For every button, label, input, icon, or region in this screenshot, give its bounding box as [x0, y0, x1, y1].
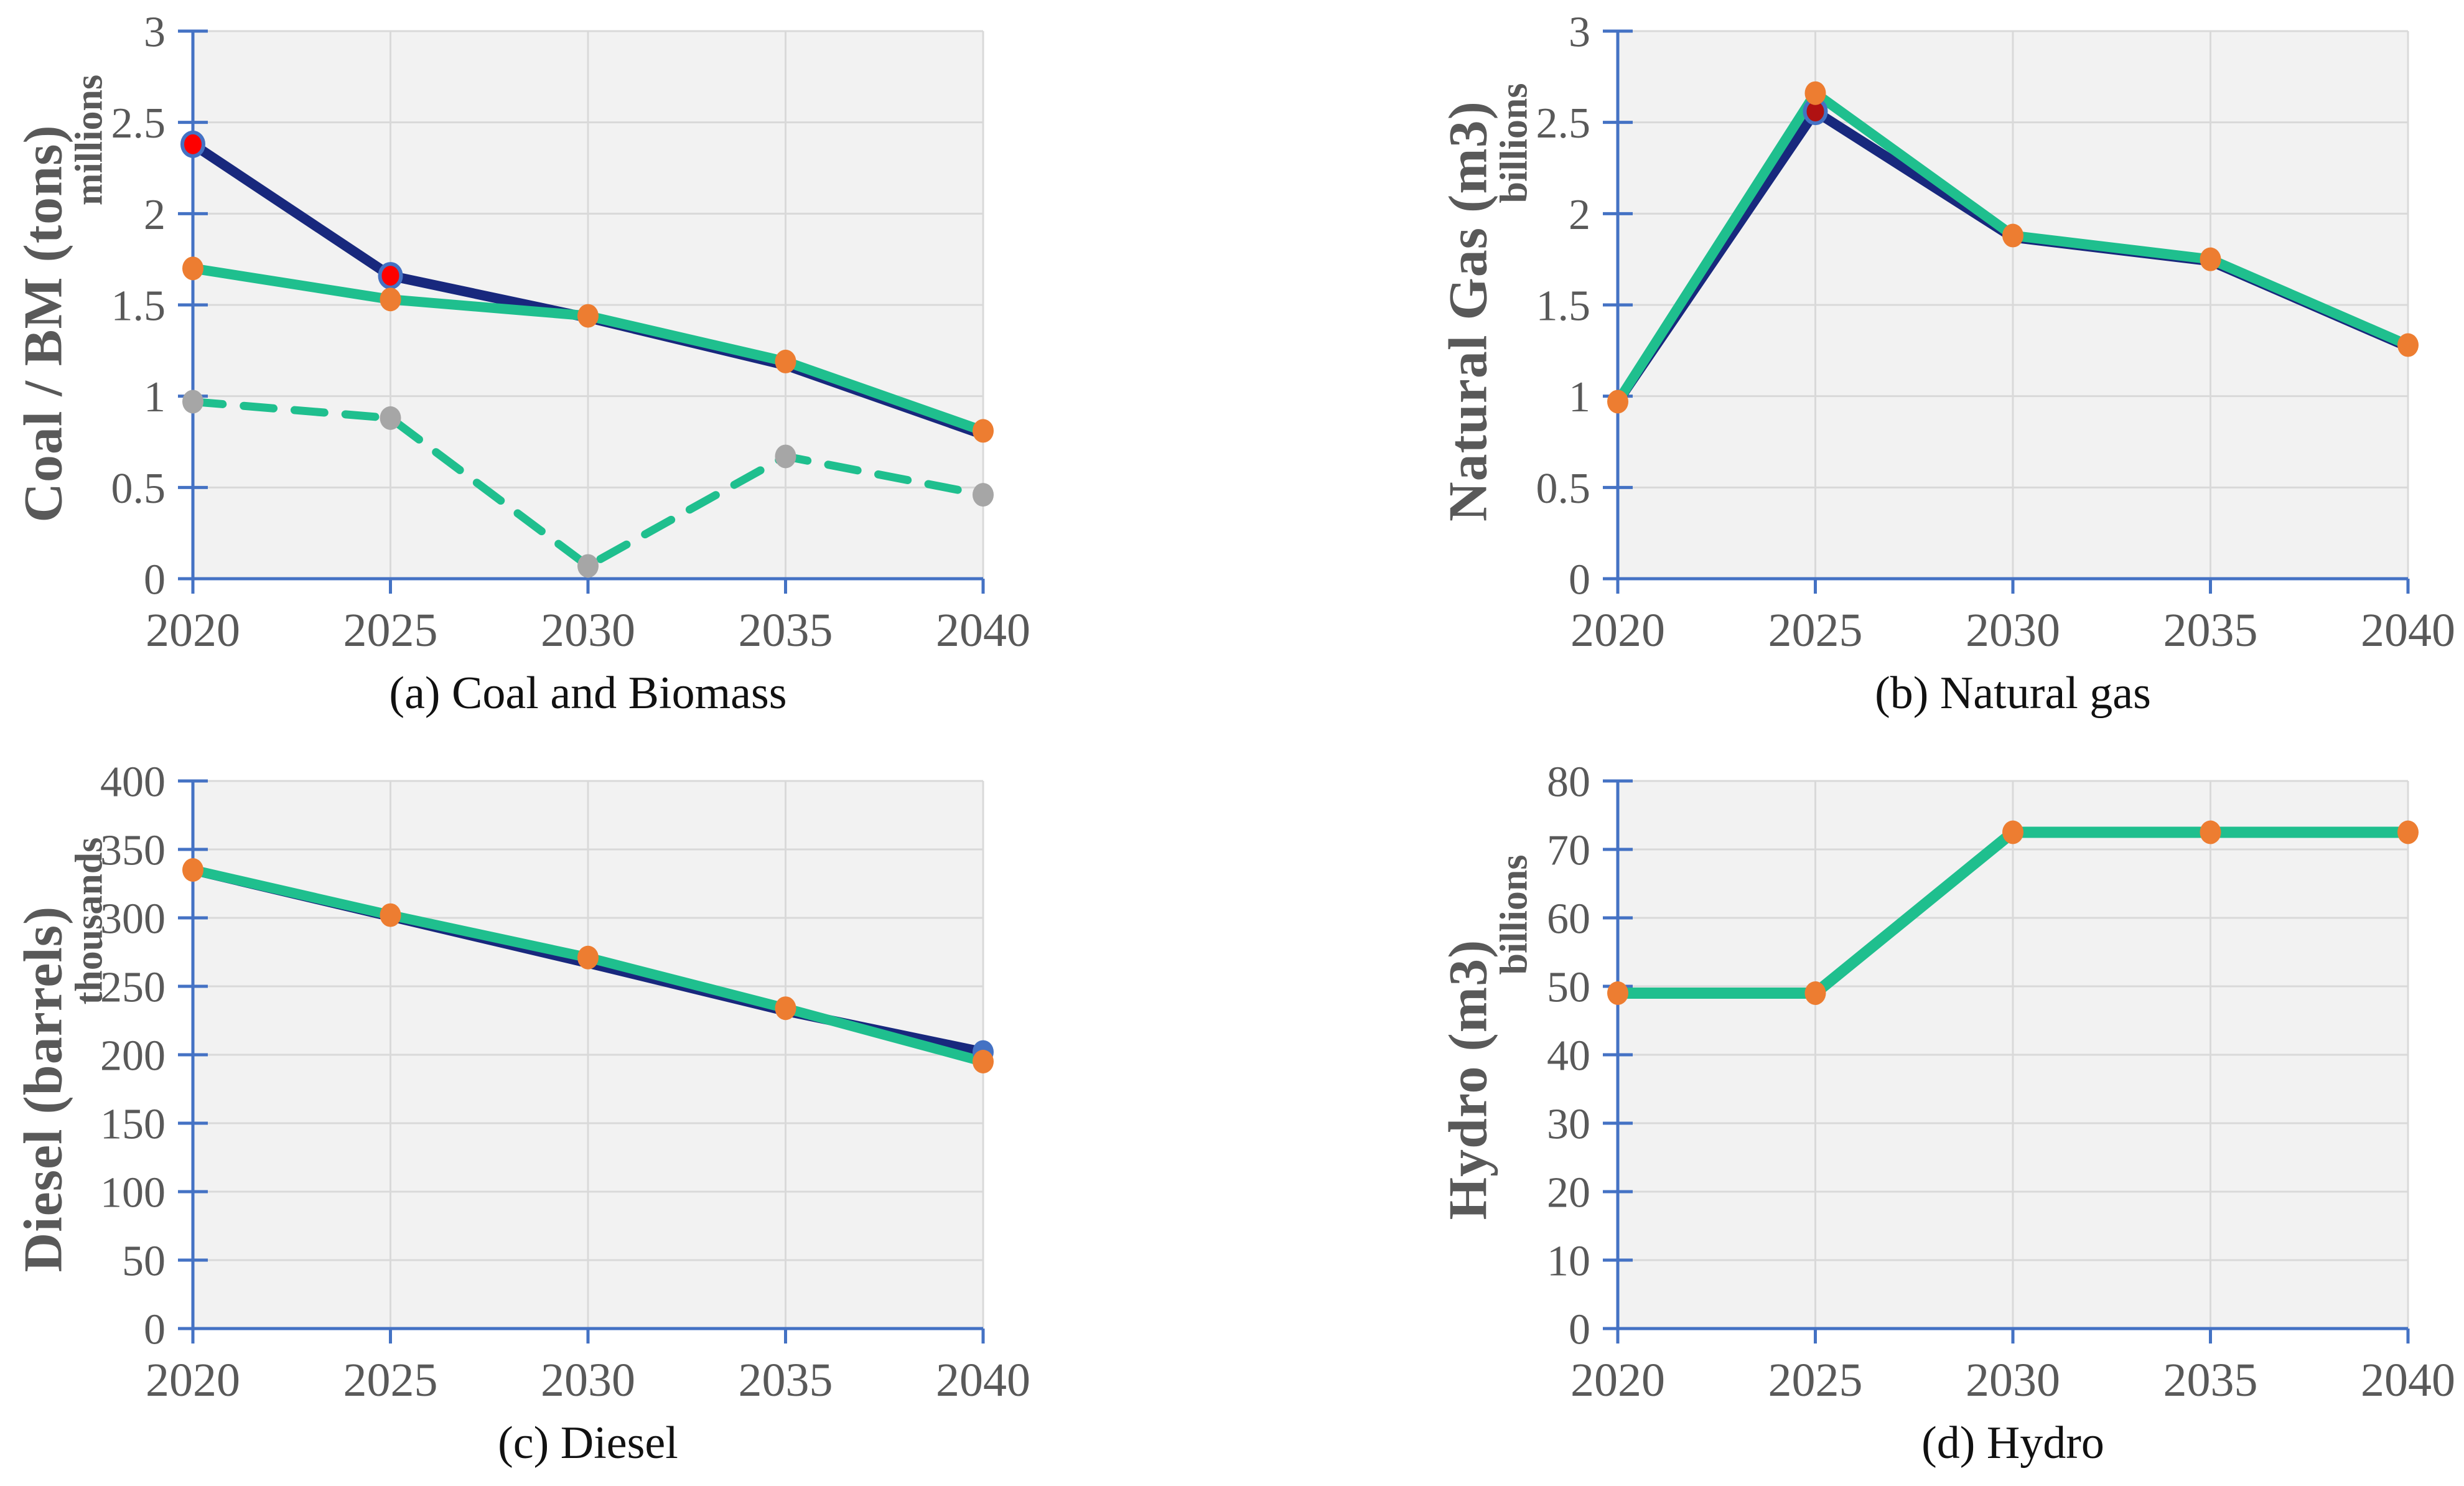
x-tick-label: 2035: [2163, 1354, 2258, 1406]
x-tick-label: 2040: [936, 1354, 1030, 1406]
data-point-navy-solid: [378, 262, 403, 290]
data-point-green-solid: [2200, 820, 2221, 844]
x-tick-label: 2025: [343, 1354, 438, 1406]
y-tick-label: 150: [100, 1101, 166, 1149]
caption-hydro: (d) Hydro: [1921, 1418, 2104, 1469]
panel-coal-biomass: Coal / BM (tons) millions 0 0.5 1 1.5 2 2.5 3 2…: [14, 12, 1058, 753]
y-tick-label: 60: [1547, 895, 1590, 943]
x-tick-label: 2035: [739, 1354, 833, 1406]
data-point-green-dashed: [380, 406, 401, 430]
y-tick-label: 2: [1569, 191, 1590, 239]
y-tick-label: 1: [1569, 373, 1590, 421]
data-point-green-dashed: [775, 444, 796, 469]
y-tick-label: 40: [1547, 1032, 1590, 1080]
y-tick-label: 0: [144, 556, 166, 604]
data-point-green-solid: [1607, 390, 1628, 414]
x-tick-label: 2020: [146, 1354, 240, 1406]
x-tick-label: 2040: [2361, 604, 2455, 657]
data-point-green-solid: [577, 945, 599, 970]
y-tick-label: 0.5: [111, 465, 166, 513]
y-tick-label: 50: [122, 1238, 166, 1286]
x-tick-label: 2025: [1768, 604, 1863, 657]
x-tick-label: 2030: [1966, 1354, 2060, 1406]
data-point-green-solid: [2397, 820, 2419, 844]
y-tick-label: 2.5: [1536, 100, 1591, 147]
x-tick-label: 2020: [146, 604, 240, 657]
data-point-green-solid: [182, 858, 203, 882]
y-tick-label: 100: [100, 1169, 166, 1217]
data-point-green-solid: [1607, 981, 1628, 1005]
y-tick-label: 20: [1547, 1169, 1590, 1217]
y-tick-label: 300: [100, 895, 166, 943]
x-tick-label: 2040: [936, 604, 1030, 657]
y-tick-label: 70: [1547, 827, 1590, 875]
y-tick-label: 3: [1569, 12, 1590, 57]
data-point-green-solid: [2397, 333, 2419, 357]
x-tick-label: 2035: [739, 604, 833, 657]
panel-diesel: Diesel (barrels) thousands 0 50 100 150 200 2…: [14, 762, 1058, 1486]
y-tick-label: 200: [100, 1032, 166, 1080]
y-tick-label: 400: [100, 762, 166, 806]
data-point-green-solid: [2002, 223, 2023, 248]
y-tick-label: 3: [144, 12, 166, 57]
y-tick-label: 350: [100, 827, 166, 875]
chart-natural-gas: 0 0.5 1 1.5 2 2.5 3 2020 2025 2030 2035 2040: [1536, 12, 2456, 657]
x-tick-label: 2020: [1570, 1354, 1665, 1406]
y-tick-label: 0: [144, 1306, 166, 1354]
caption-coal-biomass: (a) Coal and Biomass: [389, 668, 787, 719]
x-tick-label: 2025: [1768, 1354, 1863, 1406]
y-tick-label: 2.5: [111, 100, 166, 147]
data-point-green-solid: [2002, 820, 2023, 844]
x-tick-label: 2035: [2163, 604, 2258, 657]
data-point-green-solid: [775, 349, 796, 373]
data-point-green-solid: [775, 996, 796, 1021]
panel-hydro: Hydro (m3) billions 0 10 20 30 40 50 60 70 80 202…: [1439, 762, 2464, 1486]
chart-coal-biomass: 0 0.5 1 1.5 2 2.5 3 2020 2025 2030 2035 2040: [111, 12, 1031, 657]
y-tick-label: 50: [1547, 964, 1590, 1012]
data-point-navy-solid: [180, 130, 205, 158]
y-tick-label: 1: [144, 373, 166, 421]
data-point-green-solid: [2200, 247, 2221, 271]
y-tick-label: 80: [1547, 762, 1590, 806]
y-tick-label: 30: [1547, 1101, 1590, 1149]
panel-natural-gas: Natural Gas (m3) billions 0 0.5 1 1.5 2 2.5 3 2…: [1439, 12, 2464, 753]
x-tick-label: 2030: [541, 1354, 635, 1406]
data-point-green-dashed: [182, 390, 203, 414]
y-tick-label: 10: [1547, 1238, 1590, 1286]
data-point-green-solid: [1804, 981, 1826, 1005]
data-point-green-solid: [973, 1050, 994, 1073]
x-tick-label: 2030: [1966, 604, 2060, 657]
data-point-green-dashed: [973, 483, 994, 507]
y-tick-label: 1.5: [1536, 283, 1591, 330]
caption-diesel: (c) Diesel: [498, 1418, 678, 1469]
data-point-green-solid: [973, 419, 994, 443]
data-point-green-solid: [182, 256, 203, 281]
series-line-green-dashed: [189, 397, 987, 570]
y-tick-label: 2: [144, 191, 166, 239]
y-tick-label: 0.5: [1536, 465, 1591, 513]
data-point-green-solid: [380, 287, 401, 312]
caption-natural-gas: (b) Natural gas: [1875, 668, 2151, 719]
data-point-green-dashed: [577, 554, 599, 578]
y-tick-label: 1.5: [111, 283, 166, 330]
y-tick-label: 0: [1569, 1306, 1590, 1354]
y-tick-label: 250: [100, 964, 166, 1012]
data-point-green-solid: [1804, 81, 1826, 105]
chart-diesel: 0 50 100 150 200 250 300 350 400 2020 2025 2030 2035…: [100, 762, 1030, 1406]
x-tick-label: 2020: [1570, 604, 1665, 657]
y-tick-label: 0: [1569, 556, 1590, 604]
data-point-green-solid: [577, 304, 599, 328]
x-tick-label: 2030: [541, 604, 635, 657]
x-tick-label: 2040: [2361, 1354, 2455, 1406]
x-tick-label: 2025: [343, 604, 438, 657]
data-point-green-solid: [380, 903, 401, 927]
